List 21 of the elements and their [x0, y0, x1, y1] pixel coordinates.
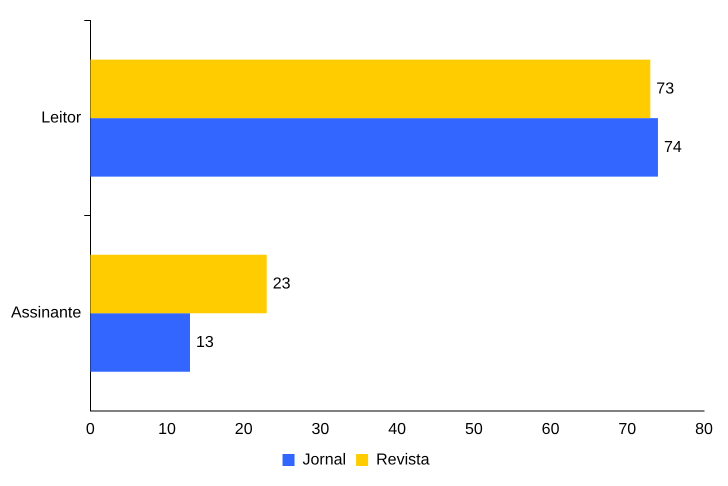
data-label: 13: [196, 334, 214, 351]
data-label: 73: [656, 80, 674, 98]
x-tick-label: 80: [695, 420, 713, 438]
x-tick-label: 60: [542, 420, 560, 438]
bar: [90, 254, 267, 314]
y-tick-label: Leitor: [41, 110, 82, 127]
bar: [90, 118, 658, 177]
legend-label: Jornal: [302, 451, 346, 468]
x-tick-label: 30: [312, 420, 330, 438]
x-tick-label: 10: [158, 420, 176, 438]
x-tick-label: 20: [234, 420, 253, 438]
x-tick-label: 70: [618, 420, 636, 438]
x-tick-label: 50: [464, 420, 483, 438]
y-tick-label: Assinante: [11, 304, 82, 322]
bar: [90, 313, 190, 372]
legend-label: Revista: [376, 451, 430, 468]
bar: [90, 60, 650, 118]
data-label: 23: [272, 275, 291, 292]
x-tick-label: 0: [86, 420, 95, 438]
x-tick-label: 40: [388, 420, 406, 438]
data-label: 74: [664, 138, 682, 156]
